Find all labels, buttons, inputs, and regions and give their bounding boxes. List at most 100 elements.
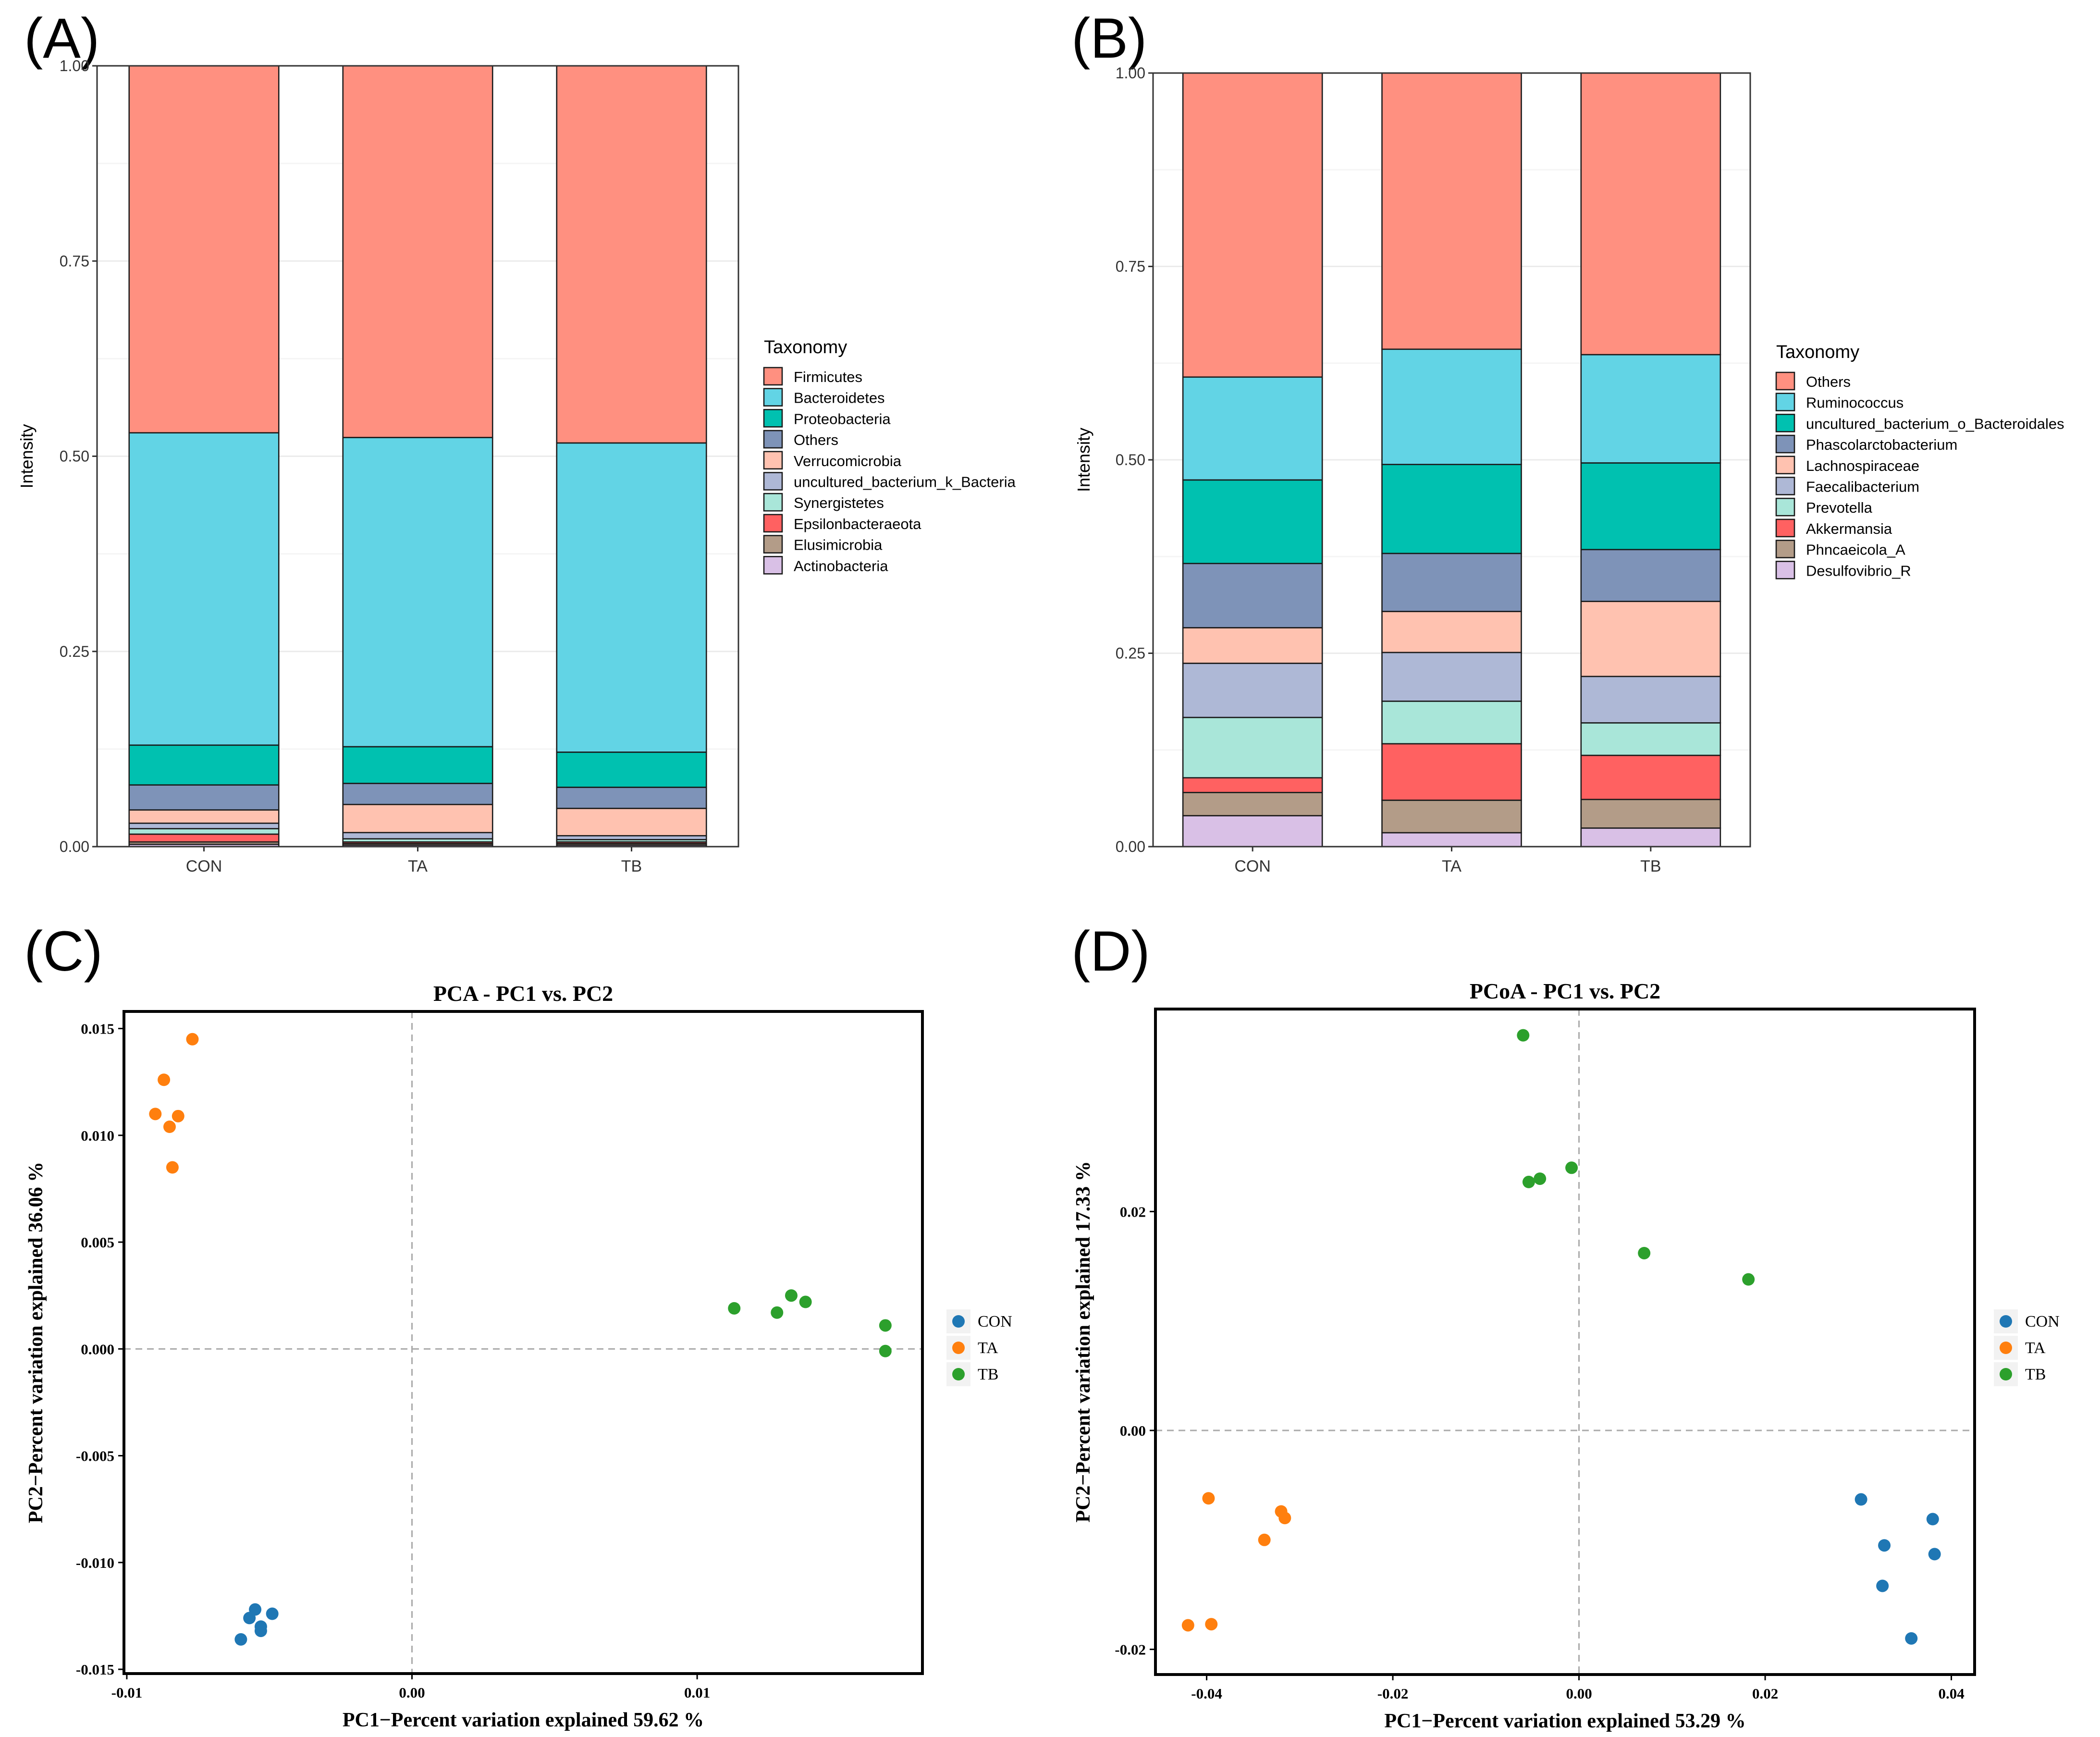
x-tick-label: -0.01: [111, 1684, 143, 1701]
legend-marker-ta: [2000, 1342, 2012, 1354]
bar-segment-con-desulfovibrio-r: [1182, 815, 1323, 848]
bar-segment-ta-others: [1381, 72, 1522, 350]
bar-segment-con-faecalibacterium: [1182, 663, 1323, 718]
data-point-ta: [163, 1121, 176, 1133]
y-tick-label: 0.010: [81, 1127, 114, 1144]
x-tick-label: CON: [1234, 857, 1271, 875]
bar-segment-con-phncaeicola-a: [1182, 792, 1323, 816]
y-tick-label: -0.015: [76, 1661, 114, 1678]
legend-swatch-bacteroidetes: [763, 388, 783, 407]
legend-label-ta: TA: [978, 1339, 998, 1357]
x-tick-label: 0.04: [1938, 1685, 1964, 1702]
legend-swatch-phascolarctobacterium: [1775, 434, 1795, 454]
legend-marker-ta: [952, 1342, 965, 1354]
data-point-ta: [158, 1073, 171, 1086]
y-tick-label: -0.010: [76, 1554, 114, 1571]
legend-swatch-faecalibacterium: [1775, 477, 1795, 495]
bar-segment-tb-ruminococcus: [1580, 354, 1721, 464]
x-tick-label: CON: [186, 857, 222, 875]
legend-marker-tb: [952, 1368, 965, 1380]
legend-label-prevotella: Prevotella: [1806, 499, 1873, 516]
bar-segment-ta-bacteroidetes: [342, 437, 493, 748]
legend-label-faecalibacterium: Faecalibacterium: [1806, 479, 1919, 495]
panel-label-d: (D): [1071, 920, 1150, 983]
legend-swatch-lachnospiraceae: [1775, 456, 1795, 475]
plot-border: [1152, 72, 1751, 848]
data-point-con: [1926, 1513, 1939, 1526]
legend-marker-con: [952, 1315, 965, 1328]
y-tick-label: 0.50: [60, 448, 89, 465]
data-point-ta: [186, 1033, 199, 1046]
legend-label-others: Others: [1806, 373, 1851, 390]
y-tick-label: 0.00: [1116, 838, 1145, 855]
y-tick-label: 0.25: [60, 643, 89, 660]
bar-segment-ta-phncaeicola-a: [1381, 800, 1522, 834]
bar-segment-tb-uncultured-bacterium-o-bacteroidales: [1580, 462, 1721, 551]
y-axis-label: Intensity: [17, 424, 37, 488]
bar-segment-con-firmicutes: [128, 65, 280, 434]
legend-swatch-phncaeicola-a: [1775, 540, 1795, 558]
data-point-ta: [1205, 1618, 1218, 1631]
legend-swatch-ruminococcus: [1775, 393, 1795, 412]
data-point-tb: [728, 1302, 741, 1315]
legend-label-bacteroidetes: Bacteroidetes: [794, 390, 885, 407]
plot-border: [96, 65, 739, 848]
panel-label-c: (C): [24, 920, 103, 983]
y-tick-label: 0.02: [1120, 1203, 1146, 1220]
legend-swatch-firmicutes: [763, 367, 783, 386]
data-point-ta: [1278, 1512, 1291, 1525]
legend-swatch-others: [1775, 371, 1795, 391]
y-tick-label: -0.02: [1115, 1641, 1146, 1658]
x-tick-label: 0.00: [399, 1684, 425, 1701]
panel-b-stacked-bar-chart: CON TA TB 0.00 0.25 0.50 0.75 1.00 Intensity Taxo…: [1074, 64, 2064, 875]
legend-label-proteobacteria: Proteobacteria: [794, 410, 891, 427]
x-tick-label: 0.00: [1566, 1685, 1592, 1702]
bar-segment-con-verrucomicrobia: [128, 809, 280, 824]
data-point-ta: [1202, 1492, 1215, 1505]
bar-segment-con-bacteroidetes: [128, 432, 280, 746]
legend-label-epsilonbacteraeota: Epsilonbacteraeota: [794, 516, 921, 532]
bar-segment-con-others: [128, 784, 280, 811]
legend-label-elusimicrobia: Elusimicrobia: [794, 537, 883, 554]
y-axis-label: Intensity: [1074, 428, 1093, 492]
legend-label-tb: TB: [2025, 1366, 2046, 1383]
legend-label-desulfovibrio-r: Desulfovibrio_R: [1806, 562, 1911, 579]
x-tick-label: TA: [408, 857, 428, 875]
legend-marker-tb: [2000, 1368, 2012, 1380]
legend-label-synergistetes: Synergistetes: [794, 494, 884, 511]
legend-title: Taxonomy: [764, 337, 847, 357]
bar-segment-ta-ruminococcus: [1381, 348, 1522, 465]
data-point-tb: [1742, 1273, 1755, 1286]
bar-segment-ta-uncultured-bacterium-k-bacteria: [342, 832, 493, 840]
bar-segment-ta-faecalibacterium: [1381, 652, 1522, 702]
x-tick-label: 0.01: [684, 1684, 710, 1701]
legend-swatch-akkermansia: [1775, 518, 1795, 538]
data-point-con: [254, 1625, 267, 1638]
legend-title: Taxonomy: [1776, 342, 1859, 362]
data-point-tb: [785, 1289, 798, 1302]
bar-segment-con-others: [1182, 72, 1323, 378]
panel-label-b: (B): [1071, 7, 1147, 70]
chart-title: PCoA - PC1 vs. PC2: [1470, 979, 1660, 1003]
y-tick-label: 0.25: [1116, 645, 1145, 662]
bar-segment-tb-others: [556, 787, 707, 809]
data-point-con: [1878, 1539, 1891, 1552]
x-axis-label: PC1−Percent variation explained 59.62 %: [343, 1709, 704, 1731]
panel-d-pcoa-scatter: PCoA - PC1 vs. PC2 -0.04 -0.02 0.00 0.02 0.04…: [1072, 979, 2060, 1732]
legend-swatch-epsilonbacteraeota: [763, 514, 783, 533]
legend-swatch-synergistetes: [763, 493, 783, 512]
y-tick-label: 0.75: [60, 252, 89, 270]
chart-title: PCA - PC1 vs. PC2: [433, 981, 613, 1006]
bar-segment-tb-others: [1580, 72, 1721, 356]
y-tick-label: -0.005: [76, 1448, 114, 1465]
y-tick-label: 0.00: [1120, 1422, 1146, 1439]
legend-label-firmicutes: Firmicutes: [794, 369, 862, 385]
bar-segment-tb-phncaeicola-a: [1580, 799, 1721, 829]
bar-segment-tb-desulfovibrio-r: [1580, 827, 1721, 848]
legend-label-con: CON: [2025, 1313, 2060, 1330]
data-point-ta: [172, 1109, 184, 1122]
data-point-con: [1854, 1493, 1867, 1506]
y-tick-label: 1.00: [1116, 64, 1145, 82]
panel-c-pca-scatter: PCA - PC1 vs. PC2 -0.01 0.00 0.01 -0.015 -0.0…: [25, 981, 1012, 1731]
